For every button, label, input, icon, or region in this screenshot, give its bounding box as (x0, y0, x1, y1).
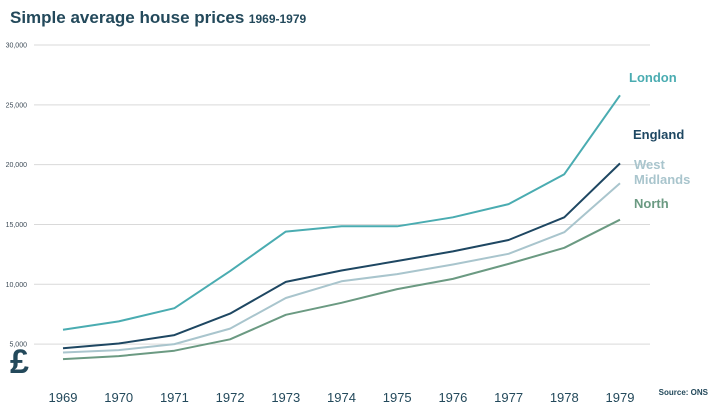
chart-subtitle: 1969-1979 (248, 12, 307, 26)
x-tick-label: 1972 (216, 390, 245, 405)
x-tick-label: 1976 (438, 390, 467, 405)
y-tick-label: 5,000 (9, 342, 27, 349)
series-line-north (62, 218, 621, 361)
series-label-england: England (633, 127, 684, 142)
x-tick-label: 1973 (271, 390, 300, 405)
series-line-west-midlands (62, 182, 621, 354)
y-axis-tick-labels: 5,000 10,000 15,000 20,000 25,000 30,000 (6, 43, 28, 349)
series-label-north: North (634, 196, 669, 211)
x-tick-label: 1977 (494, 390, 523, 405)
x-tick-label: 1975 (383, 390, 412, 405)
y-tick-label: 30,000 (6, 43, 28, 50)
x-tick-label: 1974 (327, 390, 356, 405)
chart-title: Simple average house prices (10, 8, 245, 27)
y-tick-label: 10,000 (6, 282, 28, 289)
x-tick-label: 1970 (104, 390, 133, 405)
series-label-london: London (629, 70, 677, 85)
series-line-england (62, 162, 621, 350)
x-tick-label: 1978 (550, 390, 579, 405)
y-tick-label: 20,000 (6, 162, 28, 169)
x-tick-label: 1979 (606, 390, 635, 405)
chart-title-block: Simple average house prices 1969-1979 (10, 8, 306, 28)
gridlines (34, 44, 650, 345)
x-tick-label: 1969 (49, 390, 78, 405)
x-axis-tick-labels: 1969 1970 1971 1972 1973 1974 1975 1976 1977 1978… (49, 390, 635, 405)
series-label-west-midlands: West Midlands (634, 157, 690, 187)
series-labels: London England West Midlands North (629, 70, 690, 211)
pound-sign-icon: £ (10, 343, 29, 381)
source-note: Source: ONS (658, 388, 708, 397)
y-tick-label: 15,000 (6, 222, 28, 229)
series-lines (62, 94, 621, 361)
y-tick-label: 25,000 (6, 102, 28, 109)
series-line-london (62, 94, 621, 331)
x-tick-label: 1971 (160, 390, 189, 405)
